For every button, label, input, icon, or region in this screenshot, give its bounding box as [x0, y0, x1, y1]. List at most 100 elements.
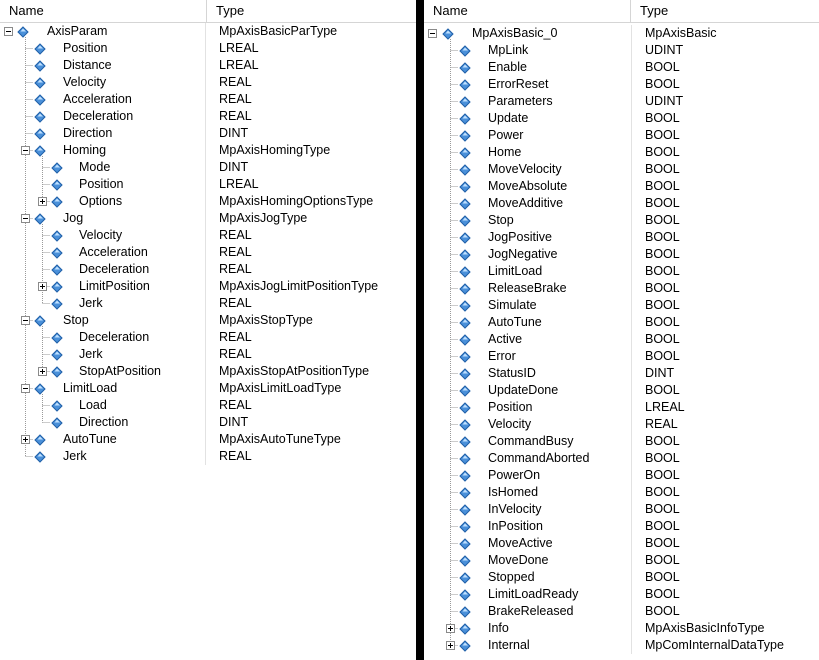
expand-toggle-icon[interactable]	[21, 435, 30, 444]
expand-toggle-icon[interactable]	[446, 624, 455, 633]
tree-row[interactable]: Velocity REAL	[424, 416, 819, 433]
tree-row[interactable]: Velocity REAL	[0, 227, 416, 244]
tree-row[interactable]: Deceleration REAL	[0, 329, 416, 346]
tree-row[interactable]: Position LREAL	[424, 399, 819, 416]
tree-row[interactable]: Internal MpComInternalDataType	[424, 637, 819, 654]
tree-row[interactable]: Distance LREAL	[0, 57, 416, 74]
variable-diamond-icon	[459, 112, 471, 125]
tree-row[interactable]: Active BOOL	[424, 331, 819, 348]
variable-diamond-icon	[34, 42, 46, 55]
right-tree-panel: Name Type MpAxisBasic_0 MpAxisBasic MpLink…	[424, 0, 819, 660]
tree-row[interactable]: LimitPosition MpAxisJogLimitPositionType	[0, 278, 416, 295]
tree-row[interactable]: AxisParam MpAxisBasicParType	[0, 23, 416, 40]
collapse-toggle-icon[interactable]	[21, 384, 30, 393]
tree-row[interactable]: CommandAborted BOOL	[424, 450, 819, 467]
column-divider[interactable]	[206, 0, 207, 22]
tree-row[interactable]: Jerk REAL	[0, 295, 416, 312]
tree-row[interactable]: Power BOOL	[424, 127, 819, 144]
tree-row[interactable]: MoveVelocity BOOL	[424, 161, 819, 178]
tree-row[interactable]: Deceleration REAL	[0, 261, 416, 278]
variable-diamond-icon	[459, 180, 471, 193]
tree-row[interactable]: Stop BOOL	[424, 212, 819, 229]
tree-row[interactable]: Jog MpAxisJogType	[0, 210, 416, 227]
tree-row-type: MpAxisAutoTuneType	[219, 432, 341, 446]
tree-row[interactable]: Position LREAL	[0, 176, 416, 193]
tree-row[interactable]: Direction DINT	[0, 414, 416, 431]
tree-row[interactable]: LimitLoadReady BOOL	[424, 586, 819, 603]
tree-row[interactable]: Mode DINT	[0, 159, 416, 176]
column-header-type[interactable]: Type	[640, 3, 669, 18]
column-header-type[interactable]: Type	[216, 3, 245, 18]
tree-row[interactable]: Stop MpAxisStopType	[0, 312, 416, 329]
tree-row[interactable]: Jerk REAL	[0, 346, 416, 363]
tree-row[interactable]: AutoTune BOOL	[424, 314, 819, 331]
tree-row-name: Simulate	[488, 298, 537, 312]
tree-row[interactable]: Direction DINT	[0, 125, 416, 142]
tree-row[interactable]: ErrorReset BOOL	[424, 76, 819, 93]
tree-row-name: Jerk	[79, 347, 103, 361]
tree-row[interactable]: MoveDone BOOL	[424, 552, 819, 569]
variable-diamond-icon	[34, 433, 46, 446]
tree-row[interactable]: Load REAL	[0, 397, 416, 414]
tree-row[interactable]: Update BOOL	[424, 110, 819, 127]
tree-row[interactable]: LimitLoad MpAxisLimitLoadType	[0, 380, 416, 397]
expand-toggle-icon[interactable]	[38, 367, 47, 376]
tree-row[interactable]: InVelocity BOOL	[424, 501, 819, 518]
tree-row[interactable]: Info MpAxisBasicInfoType	[424, 620, 819, 637]
tree-row[interactable]: Velocity REAL	[0, 74, 416, 91]
tree-row[interactable]: JogPositive BOOL	[424, 229, 819, 246]
column-header-name[interactable]: Name	[433, 3, 468, 18]
tree-row[interactable]: Position LREAL	[0, 40, 416, 57]
tree-row[interactable]: MpAxisBasic_0 MpAxisBasic	[424, 25, 819, 42]
tree-row[interactable]: Error BOOL	[424, 348, 819, 365]
tree-row[interactable]: Homing MpAxisHomingType	[0, 142, 416, 159]
tree-row[interactable]: StopAtPosition MpAxisStopAtPositionType	[0, 363, 416, 380]
tree-row-type: MpAxisLimitLoadType	[219, 381, 342, 395]
collapse-toggle-icon[interactable]	[21, 316, 30, 325]
tree-row-name: Direction	[79, 415, 129, 429]
tree-row[interactable]: LimitLoad BOOL	[424, 263, 819, 280]
tree-row[interactable]: UpdateDone BOOL	[424, 382, 819, 399]
expand-toggle-icon[interactable]	[38, 197, 47, 206]
tree-row[interactable]: StatusID DINT	[424, 365, 819, 382]
tree-row[interactable]: Simulate BOOL	[424, 297, 819, 314]
column-header-name[interactable]: Name	[9, 3, 44, 18]
tree-row[interactable]: Home BOOL	[424, 144, 819, 161]
collapse-toggle-icon[interactable]	[428, 29, 437, 38]
tree-row[interactable]: IsHomed BOOL	[424, 484, 819, 501]
tree-row[interactable]: Deceleration REAL	[0, 108, 416, 125]
column-divider[interactable]	[630, 0, 631, 22]
tree-row[interactable]: Acceleration REAL	[0, 244, 416, 261]
tree-row[interactable]: JogNegative BOOL	[424, 246, 819, 263]
tree-row-name: Position	[63, 41, 108, 55]
tree-row[interactable]: PowerOn BOOL	[424, 467, 819, 484]
tree-row[interactable]: AutoTune MpAxisAutoTuneType	[0, 431, 416, 448]
tree-row[interactable]: MoveAdditive BOOL	[424, 195, 819, 212]
tree-row-name: CommandAborted	[488, 451, 590, 465]
tree-row[interactable]: MoveActive BOOL	[424, 535, 819, 552]
tree-row-name: UpdateDone	[488, 383, 559, 397]
tree-row-name: AutoTune	[63, 432, 117, 446]
tree-row[interactable]: Parameters UDINT	[424, 93, 819, 110]
tree-row[interactable]: Jerk REAL	[0, 448, 416, 465]
expand-toggle-icon[interactable]	[446, 641, 455, 650]
tree-row[interactable]: MoveAbsolute BOOL	[424, 178, 819, 195]
tree-row[interactable]: Options MpAxisHomingOptionsType	[0, 193, 416, 210]
tree-row-name: Enable	[488, 60, 527, 74]
collapse-toggle-icon[interactable]	[21, 146, 30, 155]
tree-row-name: LimitLoadReady	[488, 587, 579, 601]
tree-row[interactable]: BrakeReleased BOOL	[424, 603, 819, 620]
tree-row[interactable]: ReleaseBrake BOOL	[424, 280, 819, 297]
tree-row[interactable]: Stopped BOOL	[424, 569, 819, 586]
tree-row-name: Stop	[63, 313, 89, 327]
expand-toggle-icon[interactable]	[38, 282, 47, 291]
tree-row[interactable]: MpLink UDINT	[424, 42, 819, 59]
collapse-toggle-icon[interactable]	[21, 214, 30, 223]
collapse-toggle-icon[interactable]	[4, 27, 13, 36]
variable-diamond-icon	[459, 367, 471, 380]
tree-row[interactable]: Enable BOOL	[424, 59, 819, 76]
tree-row[interactable]: Acceleration REAL	[0, 91, 416, 108]
tree-row[interactable]: InPosition BOOL	[424, 518, 819, 535]
variable-diamond-icon	[459, 554, 471, 567]
tree-row[interactable]: CommandBusy BOOL	[424, 433, 819, 450]
